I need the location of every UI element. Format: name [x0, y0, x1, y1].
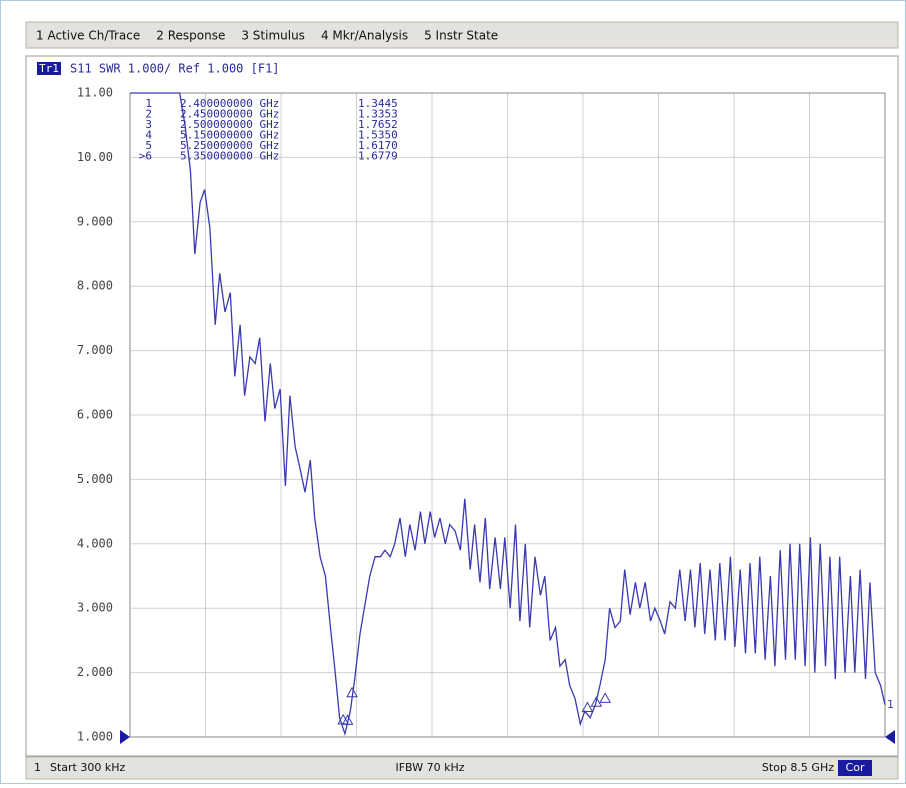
status-ifbw: IFBW 70 kHz — [395, 761, 464, 774]
trace-tag — [37, 62, 61, 75]
y-tick-label: 7.000 — [77, 343, 113, 357]
menu-bar — [25, 21, 899, 49]
y-tick-label: 6.000 — [77, 408, 113, 422]
y-tick-label: 8.000 — [77, 279, 113, 293]
ref-arrow-left — [120, 730, 130, 744]
marker-value: 1.5350 — [358, 129, 398, 142]
marker-frequency: 5.150000000 GHz — [180, 129, 279, 142]
y-tick-label: 1.000 — [77, 730, 113, 744]
y-tick-label: 5.000 — [77, 472, 113, 486]
plot-area — [130, 92, 886, 737]
marker-triangle — [581, 701, 594, 713]
marker-triangle — [346, 686, 358, 698]
menu-item[interactable]: 2 Response — [156, 29, 225, 43]
status-channel: 1 — [34, 761, 41, 774]
y-tick-label: 9.000 — [77, 214, 113, 228]
status-bar — [25, 756, 899, 780]
y-tick-label: 3.000 — [77, 601, 113, 615]
marker-frequency: 5.250000000 GHz — [180, 139, 279, 152]
chart-panel — [25, 55, 899, 757]
marker-triangle — [341, 714, 354, 725]
marker-value: 1.3353 — [358, 108, 398, 121]
marker-value: 1.7652 — [358, 118, 398, 131]
menu-item[interactable]: 1 Active Ch/Trace — [36, 29, 140, 43]
trace-label: 1 — [887, 698, 894, 711]
status-correction: Cor — [846, 761, 865, 774]
marker-triangle — [590, 696, 603, 707]
marker-value: 1.6170 — [358, 139, 398, 152]
status-start: Start 300 kHz — [50, 761, 126, 774]
y-tick-label: 11.00 — [77, 86, 113, 100]
ref-arrow-right — [885, 730, 895, 744]
trace-id: Tr1 — [39, 62, 59, 75]
y-tick-label: 4.000 — [77, 536, 113, 550]
marker-triangle — [599, 692, 612, 703]
y-tick-label: 10.00 — [77, 150, 113, 164]
marker-value: 1.3445 — [358, 97, 398, 110]
menu-item[interactable]: 3 Stimulus — [241, 29, 305, 43]
cor-tag — [838, 760, 872, 776]
marker-frequency: 2.500000000 GHz — [180, 118, 279, 131]
trace-line — [130, 92, 886, 737]
marker-frequency: 5.350000000 GHz — [180, 150, 279, 163]
marker-name: 1 — [145, 97, 152, 110]
marker-name: >6 — [139, 150, 152, 163]
marker-name: 2 — [145, 108, 152, 121]
chart-title: S11 SWR 1.000/ Ref 1.000 [F1] — [70, 62, 280, 76]
status-stop: Stop 8.5 GHz — [762, 761, 834, 774]
marker-value: 1.6779 — [358, 150, 398, 163]
marker-frequency: 2.450000000 GHz — [180, 108, 279, 121]
marker-name: 4 — [145, 129, 152, 142]
marker-name: 3 — [145, 118, 152, 131]
y-tick-label: 2.000 — [77, 665, 113, 679]
menu-item[interactable]: 5 Instr State — [424, 29, 498, 43]
marker-frequency: 2.400000000 GHz — [180, 97, 279, 110]
marker-name: 5 — [145, 139, 152, 152]
menu-item[interactable]: 4 Mkr/Analysis — [321, 29, 408, 43]
